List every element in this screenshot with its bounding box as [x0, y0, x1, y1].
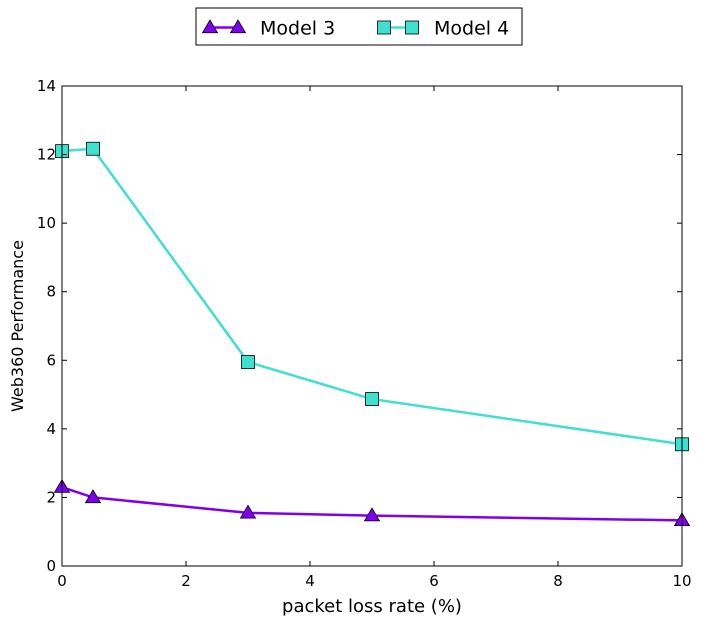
x-tick-label: 4	[305, 572, 315, 590]
data-point	[86, 141, 100, 156]
legend-label: Model 4	[434, 18, 509, 40]
y-axis-label: Web360 Performance	[8, 240, 27, 412]
data-point	[84, 489, 102, 504]
x-tick-label: 8	[553, 572, 563, 590]
data-point	[363, 507, 381, 522]
y-tick-label: 10	[37, 214, 56, 232]
legend-marker	[405, 20, 419, 35]
y-tick-label: 0	[46, 557, 56, 575]
y-tick-label: 12	[37, 146, 56, 164]
x-axis-label: packet loss rate (%)	[282, 596, 462, 617]
legend-marker	[201, 19, 219, 34]
data-point	[365, 392, 379, 406]
legend-marker	[229, 19, 247, 34]
x-tick-label: 2	[181, 572, 191, 590]
x-tick-label: 6	[429, 572, 439, 590]
series-model-3	[53, 478, 691, 527]
series-layer	[53, 141, 691, 527]
y-tick-label: 4	[46, 420, 56, 438]
y-tick-label: 6	[46, 351, 56, 369]
legend-label: Model 3	[260, 18, 335, 40]
data-point	[241, 355, 255, 369]
plot-area-frame	[61, 85, 683, 567]
y-tick-label: 14	[37, 77, 56, 95]
y-tick-label: 8	[46, 283, 56, 301]
legend: Model 3 Model 4	[195, 7, 523, 46]
axis-ticks: 0 2 4 6 8 10 0 2 4 6 8 10 12 14	[37, 77, 692, 590]
y-tick-label: 2	[46, 488, 56, 506]
legend-entry: Model 3	[201, 18, 335, 40]
x-tick-label: 10	[672, 572, 691, 590]
x-tick-label: 0	[57, 572, 67, 590]
legend-marker	[377, 20, 391, 35]
legend-box	[195, 7, 523, 46]
series-model-4	[55, 141, 689, 452]
data-point	[239, 504, 257, 519]
legend-entry: Model 4	[377, 18, 509, 40]
